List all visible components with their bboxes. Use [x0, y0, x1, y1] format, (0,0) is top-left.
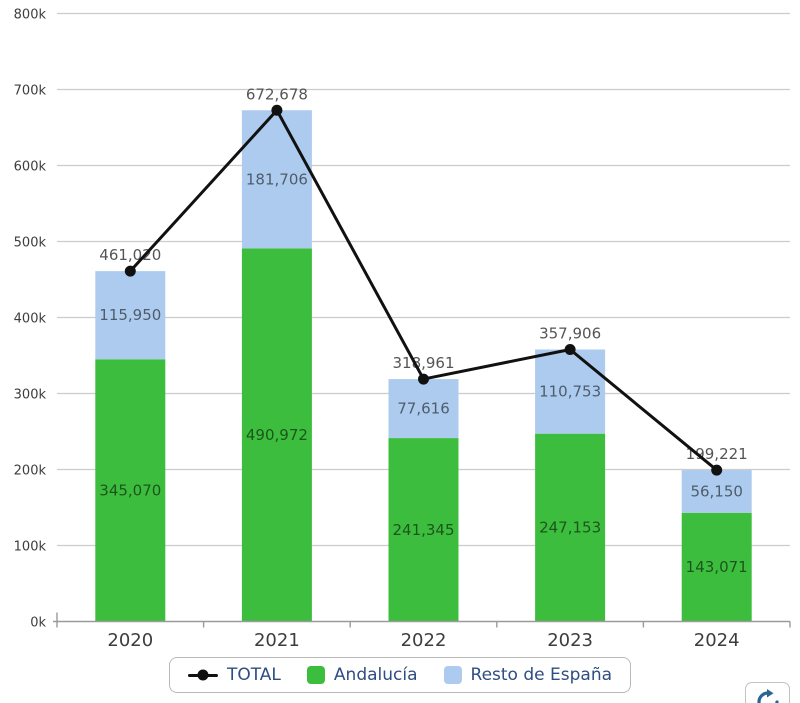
bar-value-label-resto: 77,616: [397, 400, 450, 418]
bar-resto-2023[interactable]: [535, 349, 606, 434]
total-point-2021[interactable]: [271, 104, 283, 116]
legend-label-andalucia: Andalucía: [333, 665, 418, 685]
total-point-2023[interactable]: [564, 343, 576, 355]
andalucia-swatch-icon: [306, 666, 325, 684]
refresh-button[interactable]: [745, 682, 790, 703]
total-dot-marker-icon: [197, 669, 209, 681]
bar-value-label-resto: 181,706: [246, 170, 308, 188]
bar-value-label-andalucia: 247,153: [539, 519, 601, 537]
bar-resto-2022[interactable]: [388, 379, 459, 439]
legend-item-total[interactable]: TOTAL: [187, 665, 281, 685]
x-axis-category-label: 2024: [694, 630, 740, 651]
y-axis-tick-label: 0k: [30, 616, 46, 631]
bar-andalucia-2021[interactable]: [241, 248, 312, 622]
x-axis-category-label: 2021: [254, 630, 300, 651]
legend-item-resto[interactable]: Resto de España: [443, 665, 613, 685]
bar-value-label-andalucia: 241,345: [392, 521, 454, 539]
total-line-marker-icon: [187, 669, 218, 681]
total-value-label: 672,678: [246, 85, 308, 103]
y-axis-tick-label: 600k: [14, 160, 47, 175]
bar-value-label-resto: 110,753: [539, 383, 601, 401]
y-axis-tick-label: 200k: [14, 464, 47, 479]
chart-legend: TOTAL Andalucía Resto de España: [168, 657, 632, 693]
y-axis-tick-label: 400k: [14, 312, 47, 327]
bar-andalucia-2022[interactable]: [388, 438, 459, 622]
y-axis-tick-label: 700k: [14, 84, 47, 99]
total-value-label: 357,906: [539, 324, 601, 342]
x-axis-category-label: 2023: [547, 630, 593, 651]
bar-resto-2021[interactable]: [241, 110, 312, 249]
y-axis-tick-label: 500k: [14, 236, 47, 251]
legend-label-total: TOTAL: [226, 665, 281, 685]
bar-resto-2024[interactable]: [681, 470, 752, 513]
total-point-2022[interactable]: [418, 373, 429, 385]
y-axis-tick-label: 100k: [14, 540, 47, 555]
y-axis-tick-label: 800k: [14, 8, 47, 23]
bar-value-label-andalucia: 490,972: [246, 426, 308, 444]
total-point-2024[interactable]: [711, 464, 723, 476]
bar-resto-2020[interactable]: [95, 271, 166, 360]
bar-value-label-resto: 115,950: [99, 306, 161, 324]
x-axis-category-label: 2022: [401, 630, 447, 651]
bar-value-label-resto: 56,150: [690, 482, 743, 500]
bar-andalucia-2020[interactable]: [95, 359, 166, 622]
x-axis-category-label: 2020: [107, 630, 153, 651]
bar-value-label-andalucia: 143,071: [686, 558, 748, 576]
total-value-label: 318,961: [392, 354, 454, 372]
bar-andalucia-2024[interactable]: [681, 512, 752, 622]
legend-label-resto: Resto de España: [470, 665, 613, 685]
bar-andalucia-2023[interactable]: [535, 433, 606, 622]
refresh-icon: [756, 689, 779, 703]
legend-item-andalucia[interactable]: Andalucía: [306, 665, 418, 685]
total-value-label: 461,020: [99, 246, 161, 264]
bar-value-label-andalucia: 345,070: [99, 481, 161, 499]
resto-swatch-icon: [443, 666, 462, 684]
y-axis-tick-label: 300k: [14, 388, 47, 403]
total-point-2020[interactable]: [124, 265, 136, 277]
